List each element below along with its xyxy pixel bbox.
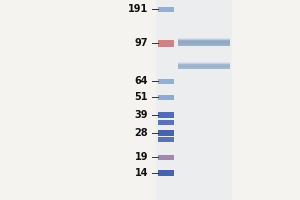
Bar [178, 66, 230, 68]
Bar [178, 39, 230, 44]
Bar [178, 64, 230, 68]
Bar [158, 130, 174, 136]
Bar [178, 64, 230, 68]
Text: 191: 191 [128, 4, 148, 14]
Text: 39: 39 [134, 110, 148, 120]
Bar [156, 0, 232, 200]
Bar [178, 41, 230, 46]
Text: 19: 19 [134, 152, 148, 162]
Text: 14: 14 [134, 168, 148, 178]
Bar [158, 119, 174, 124]
Bar [158, 78, 174, 84]
Bar [178, 38, 230, 42]
Bar [178, 40, 230, 46]
Bar [158, 95, 174, 99]
Bar [178, 62, 230, 66]
Bar [178, 62, 230, 64]
Bar [158, 40, 174, 46]
Text: 51: 51 [134, 92, 148, 102]
Bar [178, 42, 230, 46]
Bar [158, 136, 174, 142]
Text: 28: 28 [134, 128, 148, 138]
Text: 97: 97 [134, 38, 148, 48]
Bar [158, 154, 174, 160]
Text: 64: 64 [134, 76, 148, 86]
Bar [158, 6, 174, 11]
Bar [158, 112, 174, 118]
Bar [158, 170, 174, 176]
